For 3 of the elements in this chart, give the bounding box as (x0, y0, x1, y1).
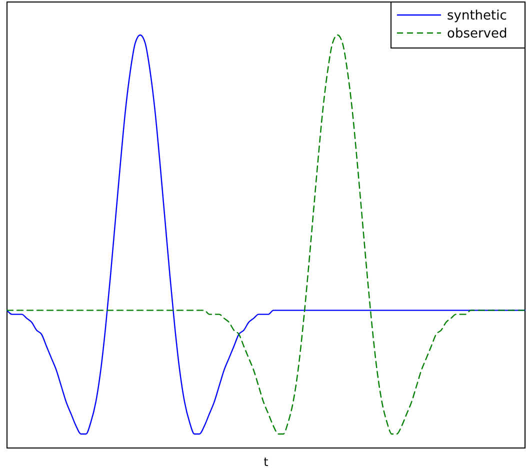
legend-label: observed (447, 26, 508, 42)
x-axis-title: t (264, 455, 269, 468)
legend-label: synthetic (447, 8, 507, 24)
